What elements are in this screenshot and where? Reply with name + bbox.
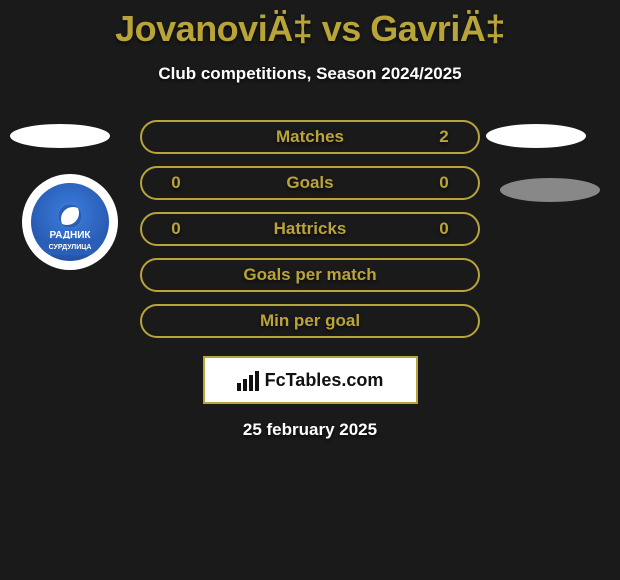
stat-right-value: 2 <box>424 127 464 147</box>
snapshot-date: 25 february 2025 <box>0 420 620 440</box>
stats-table: Matches 2 0 Goals 0 0 Hattricks 0 Goals … <box>140 120 480 338</box>
source-badge[interactable]: FcTables.com <box>203 356 418 404</box>
page-subtitle: Club competitions, Season 2024/2025 <box>0 64 620 84</box>
stat-right-value: 0 <box>424 219 464 239</box>
stat-right-value: 0 <box>424 173 464 193</box>
player-right-placeholder-icon <box>486 124 586 148</box>
stat-label: Min per goal <box>196 311 424 331</box>
stat-row-goals-per-match: Goals per match <box>140 258 480 292</box>
club-ribbon: СУРДУЛИЦА <box>35 239 105 255</box>
stat-row-matches: Matches 2 <box>140 120 480 154</box>
stat-label: Goals per match <box>196 265 424 285</box>
bar-chart-icon <box>237 369 259 391</box>
player-left-placeholder-icon <box>10 124 110 148</box>
page-title: JovanoviÄ‡ vs GavriÄ‡ <box>0 8 620 50</box>
stat-row-min-per-goal: Min per goal <box>140 304 480 338</box>
stat-label: Matches <box>196 127 424 147</box>
stat-left-value: 0 <box>156 219 196 239</box>
stat-left-value: 0 <box>156 173 196 193</box>
club-crest-icon: РАДНИК СУРДУЛИЦА <box>31 183 109 261</box>
stat-row-hattricks: 0 Hattricks 0 <box>140 212 480 246</box>
club-right-placeholder-icon <box>500 178 600 202</box>
club-left-badge: РАДНИК СУРДУЛИЦА <box>22 174 118 270</box>
stat-row-goals: 0 Goals 0 <box>140 166 480 200</box>
football-icon <box>58 204 82 228</box>
stat-label: Hattricks <box>196 219 424 239</box>
stat-label: Goals <box>196 173 424 193</box>
brand-label: FcTables.com <box>265 370 384 391</box>
